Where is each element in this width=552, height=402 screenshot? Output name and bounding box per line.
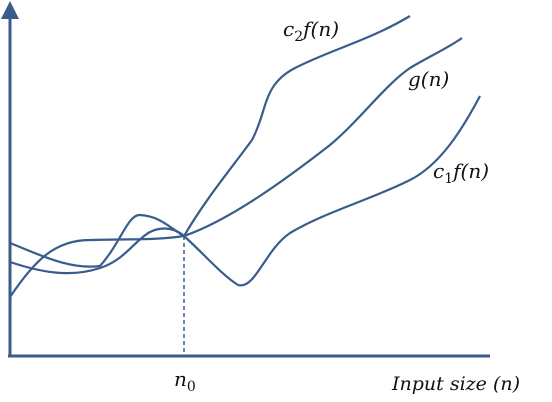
x-axis-label: Input size (n) <box>391 373 520 395</box>
curve-c2f <box>9 15 411 275</box>
curve-c1f <box>9 95 481 287</box>
label-c2f: c2f(n) <box>283 17 339 45</box>
label-c1f: c1f(n) <box>433 159 489 187</box>
label-n0: n0 <box>174 367 196 395</box>
label-g: g(n) <box>408 67 449 91</box>
curve-g <box>9 37 463 298</box>
